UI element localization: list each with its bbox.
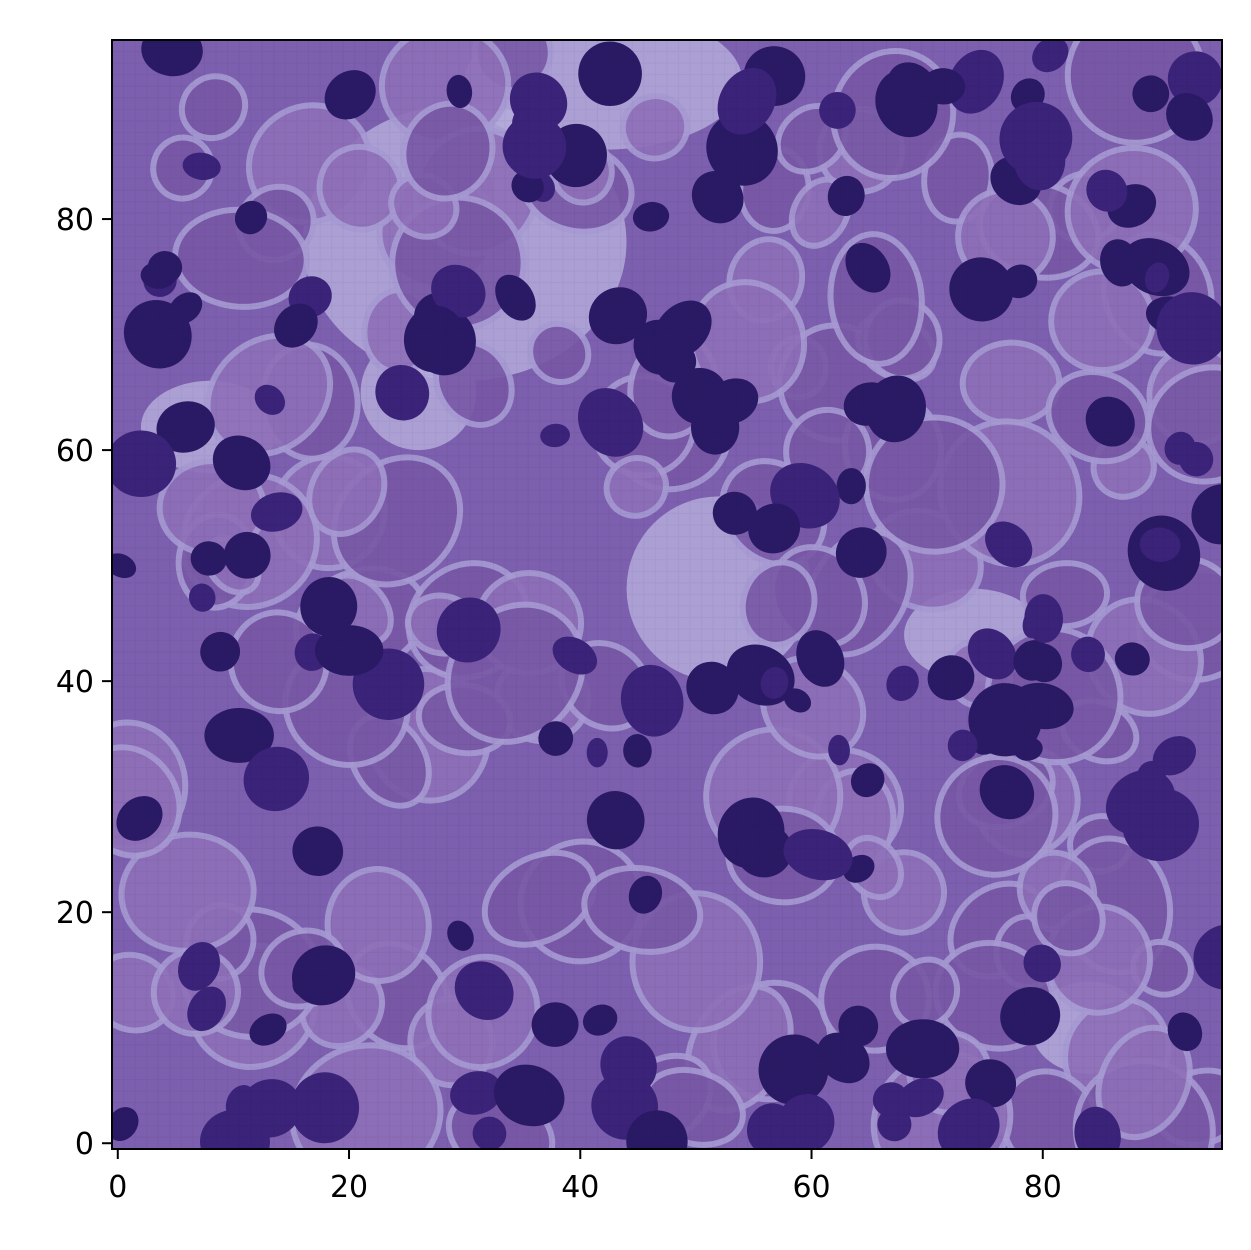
y-tick-label: 0 — [75, 1127, 94, 1162]
x-tick-label: 0 — [108, 1170, 127, 1205]
y-tick-label: 20 — [56, 896, 94, 931]
image-content — [112, 40, 1222, 1149]
x-tick-label: 80 — [1024, 1170, 1062, 1205]
x-tick-label: 20 — [330, 1170, 368, 1205]
x-tick-label: 60 — [792, 1170, 830, 1205]
y-tick-label: 40 — [56, 665, 94, 700]
x-axis: 0 20 40 60 80 — [108, 1149, 1062, 1205]
y-axis: 0 20 40 60 80 — [56, 203, 112, 1162]
y-tick-label: 60 — [56, 434, 94, 469]
axes-frame — [111, 39, 1223, 1150]
pixel-grid-overlay — [112, 40, 1222, 1149]
y-tick-label: 80 — [56, 203, 94, 238]
x-tick-label: 40 — [561, 1170, 599, 1205]
